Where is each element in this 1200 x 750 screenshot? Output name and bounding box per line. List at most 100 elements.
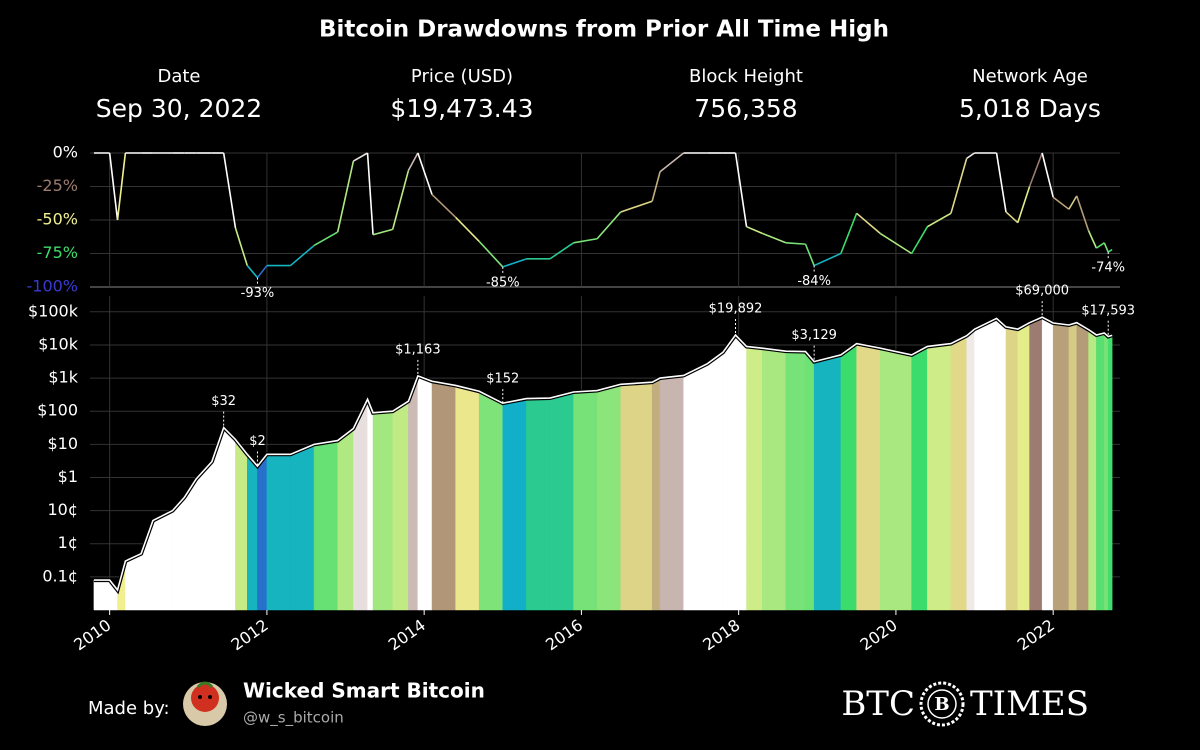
drawdown-segment [1087, 230, 1098, 249]
drawdown-band [1005, 326, 1019, 611]
drawdown-band [1096, 332, 1105, 611]
drawdown-band [478, 390, 504, 611]
y-tick-label: $100k [28, 301, 79, 320]
annotation: -84% [797, 274, 831, 289]
drawdown-band [762, 347, 787, 611]
annotation: -93% [241, 286, 275, 301]
drawdown-band [1107, 335, 1113, 611]
drawdown-segment [455, 216, 480, 242]
drawdown-segment [804, 243, 815, 266]
drawdown-band [746, 346, 763, 611]
author: Wicked Smart Bitcoin [243, 679, 485, 703]
drawdown-band [856, 343, 881, 611]
drawdown-segment [1068, 195, 1078, 210]
drawdown-band [235, 438, 248, 611]
drawdown-segment [573, 237, 598, 244]
stat-label: Network Age [972, 66, 1088, 87]
annotation: $1,163 [395, 342, 441, 357]
drawdown-segment [431, 193, 457, 218]
drawdown-segment [336, 160, 355, 233]
stat-value: $19,473.43 [390, 94, 533, 123]
drawdown-band [1104, 332, 1109, 611]
drawdown-segment [417, 152, 433, 195]
made-by: Made by: [88, 698, 170, 719]
stat-value: Sep 30, 2022 [96, 94, 262, 123]
annotation: $3,129 [791, 328, 837, 343]
annotation: $17,593 [1081, 303, 1135, 318]
drawdown-segment [659, 152, 685, 173]
drawdown-segment [1028, 152, 1043, 187]
drawdown-band [659, 375, 684, 611]
annotation: $2 [249, 434, 266, 449]
drawdown-band [367, 399, 374, 611]
drawdown-band [840, 343, 857, 611]
drawdown-band [927, 343, 952, 611]
annotation: $152 [486, 372, 519, 387]
drawdown-segment [222, 152, 237, 229]
y-tick-label: -75% [37, 243, 78, 262]
drawdown-segment [256, 265, 268, 279]
stat-value: 756,358 [694, 94, 797, 123]
y-tick-label: -100% [26, 277, 78, 296]
drawdown-segment [995, 152, 1007, 213]
drawdown-segment [313, 231, 339, 247]
annotation: -74% [1091, 261, 1125, 276]
drawdown-segment [840, 213, 858, 254]
drawdown-segment [879, 232, 913, 255]
y-tick-label: -50% [37, 210, 78, 229]
drawdown-band [706, 351, 724, 611]
drawdown-segment [353, 152, 368, 162]
y-tick-label: $10k [38, 334, 79, 353]
drawdown-segment [391, 170, 410, 230]
chart-title: Bitcoin Drawdowns from Prior All Time Hi… [319, 17, 889, 43]
drawdown-band [247, 453, 258, 611]
x-tick-label: 2012 [228, 615, 272, 654]
y-tick-label: $10 [47, 434, 78, 453]
drawdown-segment [549, 242, 575, 260]
drawdown-segment [1005, 211, 1019, 224]
drawdown-band [1029, 316, 1043, 611]
stat-label: Date [157, 66, 200, 87]
drawdown-band [195, 461, 213, 611]
brand-logo-inner [927, 689, 957, 719]
price-line [93, 316, 1113, 592]
drawdown-segment [746, 225, 763, 235]
drawdown-segment [950, 158, 968, 214]
drawdown-band [431, 380, 456, 611]
stat-label: Price (USD) [411, 66, 513, 87]
drawdown-band [651, 377, 661, 611]
drawdown-band [152, 510, 173, 611]
drawdown-band [596, 383, 621, 611]
drawdown-band [408, 375, 419, 611]
drawdown-band [573, 390, 598, 611]
drawdown-segment [966, 152, 975, 160]
drawdown-band [392, 400, 409, 611]
drawdown-band [502, 398, 527, 611]
drawdown-band [417, 375, 433, 611]
drawdown-band [93, 579, 110, 611]
drawdown-band [722, 334, 736, 611]
drawdown-segment [372, 228, 393, 236]
drawdown-segment [813, 252, 842, 267]
x-tick-label: 2014 [385, 615, 429, 654]
x-tick-label: 2016 [542, 615, 586, 654]
drawdown-segment [1075, 195, 1090, 231]
drawdown-band [549, 391, 574, 611]
drawdown-segment [926, 212, 952, 228]
drawdown-band [1041, 316, 1054, 611]
drawdown-segment [1107, 248, 1113, 253]
drawdown-band [353, 399, 368, 611]
drawdown-band [172, 496, 185, 611]
drawdown-segment [1041, 152, 1054, 198]
drawdown-band [966, 328, 975, 611]
drawdown-band [1017, 322, 1030, 611]
drawdown-band [996, 317, 1007, 611]
drawdown-segment [1095, 242, 1105, 249]
drawdown-band [184, 478, 197, 611]
drawdown-segment [289, 244, 315, 267]
handle: @w_s_bitcoin [243, 709, 344, 728]
drawdown-band [372, 410, 393, 611]
annotation: $69,000 [1015, 284, 1069, 299]
